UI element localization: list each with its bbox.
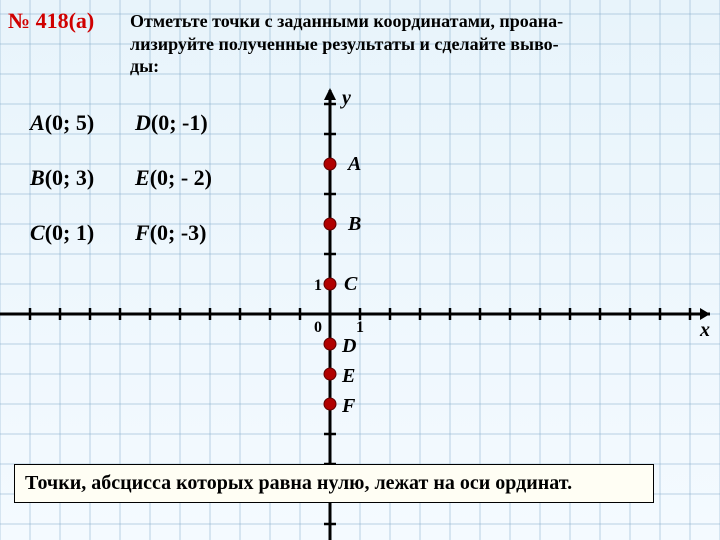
coord-F: F(0; -3) [135,220,207,246]
svg-text:0: 0 [314,319,322,336]
svg-text:A: A [346,153,361,175]
svg-text:D: D [341,335,356,357]
svg-text:у: у [340,87,351,109]
svg-text:х: х [699,319,710,341]
svg-text:E: E [341,365,355,387]
coord-D: D(0; -1) [135,110,208,136]
problem-number: № 418(а) [8,8,94,34]
coord-B: B(0; 3) [30,165,94,191]
coord-E: E(0; - 2) [135,165,212,191]
svg-text:1: 1 [356,319,364,336]
coord-A: A(0; 5) [30,110,94,136]
coordinate-grid: х у 0 1 1 A B C DEF [0,0,720,540]
svg-text:1: 1 [314,277,322,294]
task-text: Отметьте точки с заданными координатами,… [130,10,710,78]
svg-text:B: B [347,213,361,235]
svg-text:C: C [344,273,358,295]
coord-C: C(0; 1) [30,220,94,246]
conclusion-box: Точки, абсцисса которых равна нулю, лежа… [14,464,654,503]
svg-text:F: F [341,395,356,417]
